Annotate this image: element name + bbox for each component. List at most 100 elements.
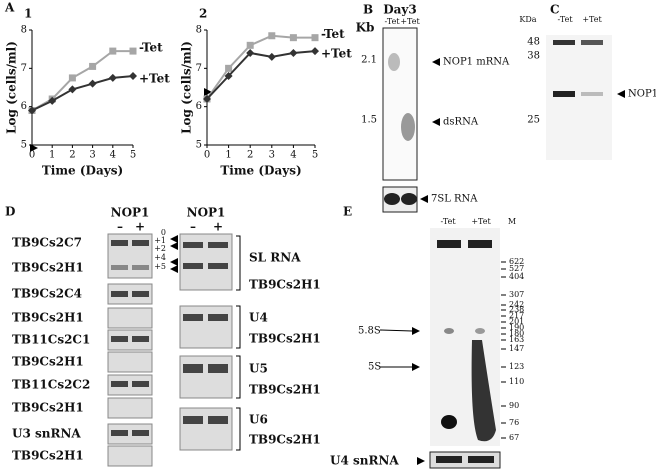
x-tick-label: 4: [110, 150, 116, 161]
label: dsRNA: [443, 117, 479, 128]
panel-number: 2: [199, 7, 207, 21]
y-tick-label: 7: [21, 63, 27, 74]
point: [129, 72, 137, 80]
label: TB9Cs2H1: [249, 433, 321, 447]
y-tick-label: 5: [21, 140, 27, 151]
label: 67: [509, 433, 519, 442]
point: [203, 95, 211, 103]
label: -Tet: [557, 15, 573, 24]
label: 242: [509, 300, 524, 309]
panel-label: D: [5, 205, 15, 219]
label: KDa: [519, 15, 536, 24]
x-axis-label: Time (Days): [42, 164, 123, 178]
x-tick-label: 2: [247, 150, 253, 161]
label: +Tet: [582, 15, 602, 24]
panel-label: C: [550, 3, 560, 17]
point: [108, 73, 117, 82]
label: 7SL RNA: [431, 194, 478, 205]
x-axis-label: Time (Days): [220, 164, 301, 178]
point: [224, 72, 233, 80]
label: 48: [527, 37, 540, 48]
label: +4: [154, 253, 166, 262]
label: Kb: [356, 21, 375, 35]
label: 217: [509, 311, 524, 320]
label: TB9Cs2H1: [12, 449, 84, 463]
label: TB9Cs2H1: [249, 278, 321, 292]
y-tick-label: 7: [196, 63, 202, 74]
y-tick-label: 5: [196, 140, 202, 151]
label: 404: [509, 272, 524, 281]
x-tick-label: 5: [312, 150, 318, 161]
label: +Tet: [471, 217, 491, 226]
panel-label: B: [363, 3, 373, 17]
point: [225, 64, 233, 72]
label: 238: [509, 305, 524, 314]
label: TB9Cs2H1: [12, 311, 84, 325]
label: NOP1: [111, 206, 150, 220]
label: TB9Cs2H1: [249, 383, 321, 397]
label: NOP1p: [628, 89, 656, 100]
label: 38: [527, 51, 540, 62]
x-tick-label: 0: [204, 150, 210, 161]
label: TB9Cs2H1: [12, 401, 84, 415]
label: +: [135, 220, 145, 234]
label: 147: [509, 344, 524, 353]
panel-label: A: [4, 1, 15, 15]
label: 110: [509, 377, 524, 386]
label: +: [213, 220, 223, 234]
label: TB11Cs2C1: [12, 333, 90, 347]
label: –: [117, 220, 123, 234]
x-tick-label: 3: [89, 150, 95, 161]
blots: [30, 27, 625, 469]
legend-label: +Tet: [321, 47, 352, 61]
label: SL RNA: [249, 251, 301, 265]
x-tick-label: 1: [225, 150, 231, 161]
y-tick-label: 6: [21, 101, 27, 112]
x-tick-label: 0: [29, 150, 35, 161]
x-tick-label: 1: [49, 150, 55, 161]
x-tick-label: 2: [69, 150, 75, 161]
point: [311, 34, 319, 42]
label: TB9Cs2H1: [12, 355, 84, 369]
label: Day3: [383, 3, 417, 17]
label: 0: [161, 228, 166, 237]
point: [28, 106, 36, 115]
line: [206, 34, 315, 100]
point: [48, 96, 57, 105]
point: [68, 85, 77, 94]
label: TB9Cs2H1: [249, 332, 321, 346]
x-tick-label: 3: [269, 150, 275, 161]
label: 25: [527, 115, 540, 126]
point: [311, 47, 319, 56]
label: -Tet: [440, 217, 456, 226]
label: TB9Cs2H1: [12, 261, 84, 275]
y-axis-label: Log (cells/ml): [5, 41, 19, 134]
line: [31, 75, 134, 112]
label: +1: [154, 236, 166, 245]
legend-label: -Tet: [139, 41, 163, 55]
point: [89, 62, 97, 70]
label: U3 snRNA: [12, 427, 81, 441]
y-tick-label: 8: [196, 25, 202, 36]
point: [246, 49, 255, 57]
point: [246, 41, 254, 49]
label: +Tet: [400, 17, 420, 26]
point: [68, 74, 76, 82]
label: 123: [509, 362, 524, 371]
label: -Tet: [384, 17, 400, 26]
legend-label: +Tet: [139, 72, 170, 86]
y-tick-label: 6: [196, 101, 202, 112]
point: [268, 32, 276, 40]
label: 1.5: [361, 115, 377, 126]
panel-number: 1: [24, 7, 32, 21]
legend-label: -Tet: [321, 27, 345, 41]
label: 190: [509, 323, 524, 332]
label: M: [508, 217, 516, 226]
panel-label: E: [343, 205, 352, 219]
y-axis-label: Log (cells/ml): [180, 41, 194, 134]
label: 5.8S: [358, 326, 381, 337]
label: NOP1 mRNA: [443, 57, 510, 68]
label: NOP1: [187, 206, 226, 220]
x-tick-label: 5: [130, 150, 136, 161]
